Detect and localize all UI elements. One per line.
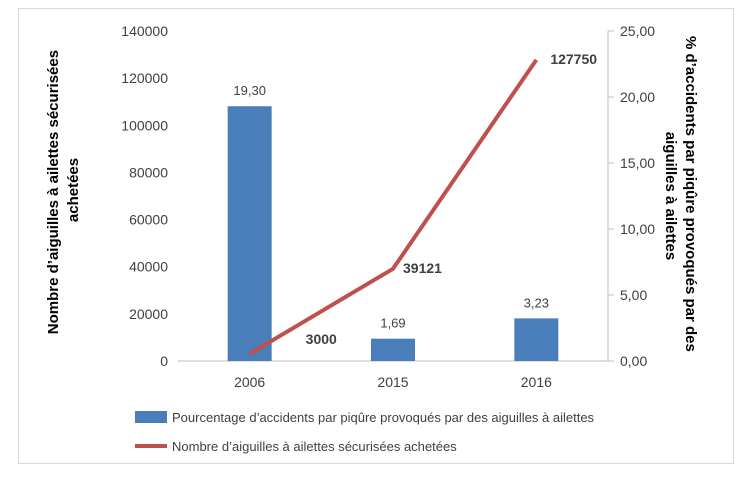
left-axis-ticks: 0 20000 40000 60000 80000 100000 120000 140000 [121, 23, 168, 369]
left-tick-label: 40000 [129, 259, 168, 275]
right-tick-label: 0,00 [620, 353, 647, 369]
bar-data-label: 19,30 [233, 83, 266, 98]
bar [514, 318, 559, 361]
x-tick-label: 2006 [234, 374, 265, 390]
line-data-labels: 3000 39121 127750 [306, 51, 598, 347]
bar-data-label: 3,23 [524, 295, 549, 310]
right-tick-label: 10,00 [620, 221, 655, 237]
right-tick-label: 5,00 [620, 287, 647, 303]
left-tick-label: 0 [160, 353, 168, 369]
line-data-label: 127750 [550, 51, 597, 67]
left-tick-label: 120000 [121, 70, 168, 86]
bar [227, 106, 272, 362]
left-tick-label: 100000 [121, 117, 168, 133]
left-tick-label: 60000 [129, 212, 168, 228]
line-series [248, 58, 538, 356]
legend-bar-label: Pourcentage d’accidents par piqûre provo… [172, 410, 595, 425]
right-tick-label: 15,00 [620, 155, 655, 171]
right-tick-label: 25,00 [620, 23, 655, 39]
x-tick-label: 2015 [377, 374, 408, 390]
legend-line-label: Nombre d’aiguilles à ailettes sécurisées… [172, 439, 457, 454]
bar-data-label: 1,69 [380, 316, 405, 331]
bar-series [227, 106, 559, 362]
right-tick-label: 20,00 [620, 89, 655, 105]
right-axis-title: % d’accidents par piqûre provoqués par d… [662, 36, 699, 356]
left-tick-label: 80000 [129, 164, 168, 180]
bar [371, 338, 415, 361]
legend-bar-swatch [135, 411, 167, 423]
bar-data-labels: 19,30 1,69 3,23 [233, 83, 549, 330]
legend: Pourcentage d’accidents par piqûre provo… [135, 410, 595, 454]
left-axis-title: Nombre d’aiguilles à ailettes sécurisées… [45, 46, 82, 334]
x-axis-ticks: 2006 2015 2016 [234, 374, 552, 390]
left-tick-label: 140000 [121, 23, 168, 39]
right-axis-ticks: 0,00 5,00 10,00 15,00 20,00 25,00 [608, 23, 655, 369]
left-tick-label: 20000 [129, 306, 168, 322]
chart-frame [18, 8, 734, 464]
line-data-label: 39121 [403, 260, 442, 276]
line-data-label: 3000 [306, 331, 337, 347]
x-tick-label: 2016 [521, 374, 552, 390]
